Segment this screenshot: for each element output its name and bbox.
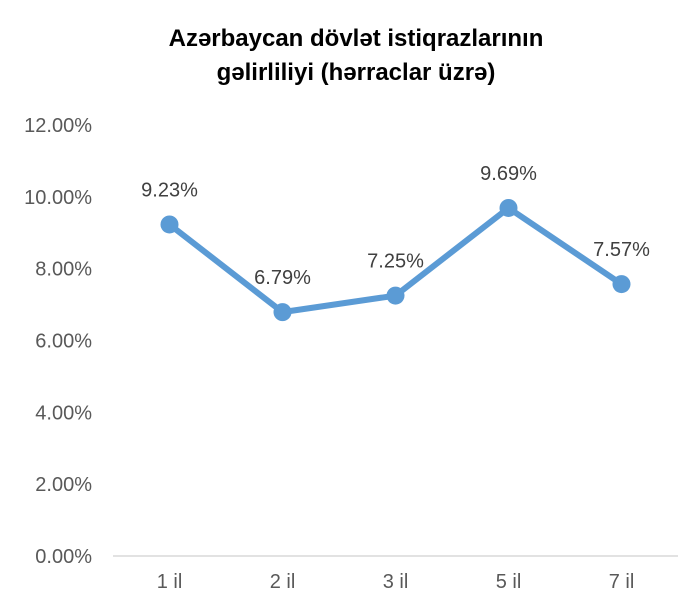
y-tick-label: 8.00% <box>35 259 92 281</box>
data-point-marker <box>273 303 292 322</box>
y-tick-label: 12.00% <box>24 115 92 137</box>
chart-title-line-2: gəlirliliyi (hərraclar üzrə) <box>217 59 496 86</box>
data-point-marker <box>386 286 405 305</box>
data-label: 9.23% <box>141 179 198 201</box>
data-label: 7.57% <box>593 239 650 261</box>
y-axis-tick-labels: 0.00% 2.00% 4.00% 6.00% 8.00% 10.00% 12.00% <box>24 115 92 568</box>
y-tick-label: 4.00% <box>35 402 92 424</box>
data-label: 7.25% <box>367 251 424 273</box>
data-label: 9.69% <box>480 163 537 185</box>
series-markers <box>160 198 631 322</box>
y-tick-label: 6.00% <box>35 331 92 353</box>
y-tick-label: 0.00% <box>35 546 92 568</box>
x-axis-tick-labels: 1 il 2 il 3 il 5 il 7 il <box>157 571 635 593</box>
data-point-marker <box>160 215 179 234</box>
data-point-marker <box>612 275 631 294</box>
x-tick-label: 5 il <box>496 571 522 593</box>
y-tick-label: 2.00% <box>35 474 92 496</box>
data-label: 6.79% <box>254 267 311 289</box>
x-tick-label: 3 il <box>383 571 409 593</box>
x-tick-label: 2 il <box>270 571 296 593</box>
chart-title-line-1: Azərbaycan dövlət istiqrazlarının <box>169 25 544 52</box>
data-labels: 9.23% 6.79% 7.25% 9.69% 7.57% <box>141 163 650 289</box>
x-tick-label: 1 il <box>157 571 183 593</box>
x-tick-label: 7 il <box>609 571 635 593</box>
y-tick-label: 10.00% <box>24 187 92 209</box>
data-point-marker <box>499 198 518 217</box>
